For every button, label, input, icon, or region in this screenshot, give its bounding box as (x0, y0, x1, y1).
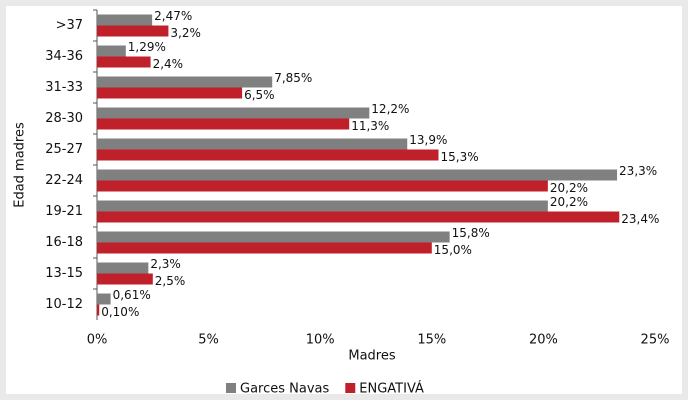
value-label: 0,61% (113, 288, 151, 302)
value-label: 13,9% (409, 133, 447, 147)
value-label: 23,3% (619, 164, 657, 178)
y-tick-label: 16-18 (45, 235, 83, 250)
y-tick-label: 10-12 (45, 297, 83, 312)
y-tick-label: 31-33 (45, 80, 83, 95)
bar (97, 14, 153, 26)
panel (6, 6, 682, 394)
value-label: 2,5% (155, 274, 186, 288)
value-label: 15,8% (452, 226, 490, 240)
x-axis-label: Madres (348, 349, 395, 364)
bar (97, 45, 126, 57)
value-label: 20,2% (550, 195, 588, 209)
y-tick-label: 13-15 (45, 266, 83, 281)
value-label: 0,10% (101, 305, 139, 319)
legend-label: Garces Navas (240, 382, 330, 397)
y-tick-label: 25-27 (45, 142, 83, 157)
value-label: 3,2% (170, 26, 201, 40)
bar (97, 118, 350, 130)
bar (97, 138, 408, 150)
x-tick-label: 5% (198, 333, 219, 348)
bar (97, 87, 243, 99)
bar (97, 231, 450, 243)
y-tick-label: 22-24 (45, 173, 83, 188)
bar (97, 107, 370, 119)
y-tick-label: >37 (56, 18, 83, 33)
legend-label: ENGATIVÁ (359, 381, 424, 397)
value-label: 15,3% (440, 150, 478, 164)
legend-swatch (345, 383, 356, 393)
x-tick-label: 0% (87, 333, 108, 348)
value-label: 1,29% (128, 40, 166, 54)
value-label: 12,2% (371, 102, 409, 116)
bar (97, 293, 111, 305)
x-tick-label: 20% (529, 333, 558, 348)
bar (97, 149, 439, 161)
y-tick-label: 19-21 (45, 204, 83, 219)
bar (97, 262, 149, 274)
bar (97, 169, 618, 181)
value-label: 11,3% (351, 119, 389, 133)
bar (97, 242, 432, 254)
bar (97, 200, 548, 212)
value-label: 2,3% (150, 257, 181, 271)
value-label: 15,0% (434, 243, 472, 257)
value-label: 23,4% (621, 212, 659, 226)
value-label: 7,85% (274, 71, 312, 85)
x-tick-label: 15% (417, 333, 446, 348)
legend-swatch (226, 383, 236, 393)
x-tick-label: 25% (641, 333, 670, 348)
x-tick-label: 10% (306, 333, 335, 348)
value-label: 20,2% (550, 181, 588, 195)
y-axis-label: Edad madres (13, 122, 28, 208)
value-label: 6,5% (244, 88, 275, 102)
bar (97, 56, 151, 68)
value-label: 2,4% (153, 57, 184, 71)
y-tick-label: 28-30 (45, 111, 83, 126)
bar (97, 273, 153, 285)
bar (97, 25, 169, 37)
bar (97, 304, 100, 316)
bar (97, 180, 548, 192)
bar (97, 211, 620, 223)
bar (97, 76, 273, 88)
value-label: 2,47% (154, 9, 192, 23)
y-tick-label: 34-36 (45, 49, 83, 64)
